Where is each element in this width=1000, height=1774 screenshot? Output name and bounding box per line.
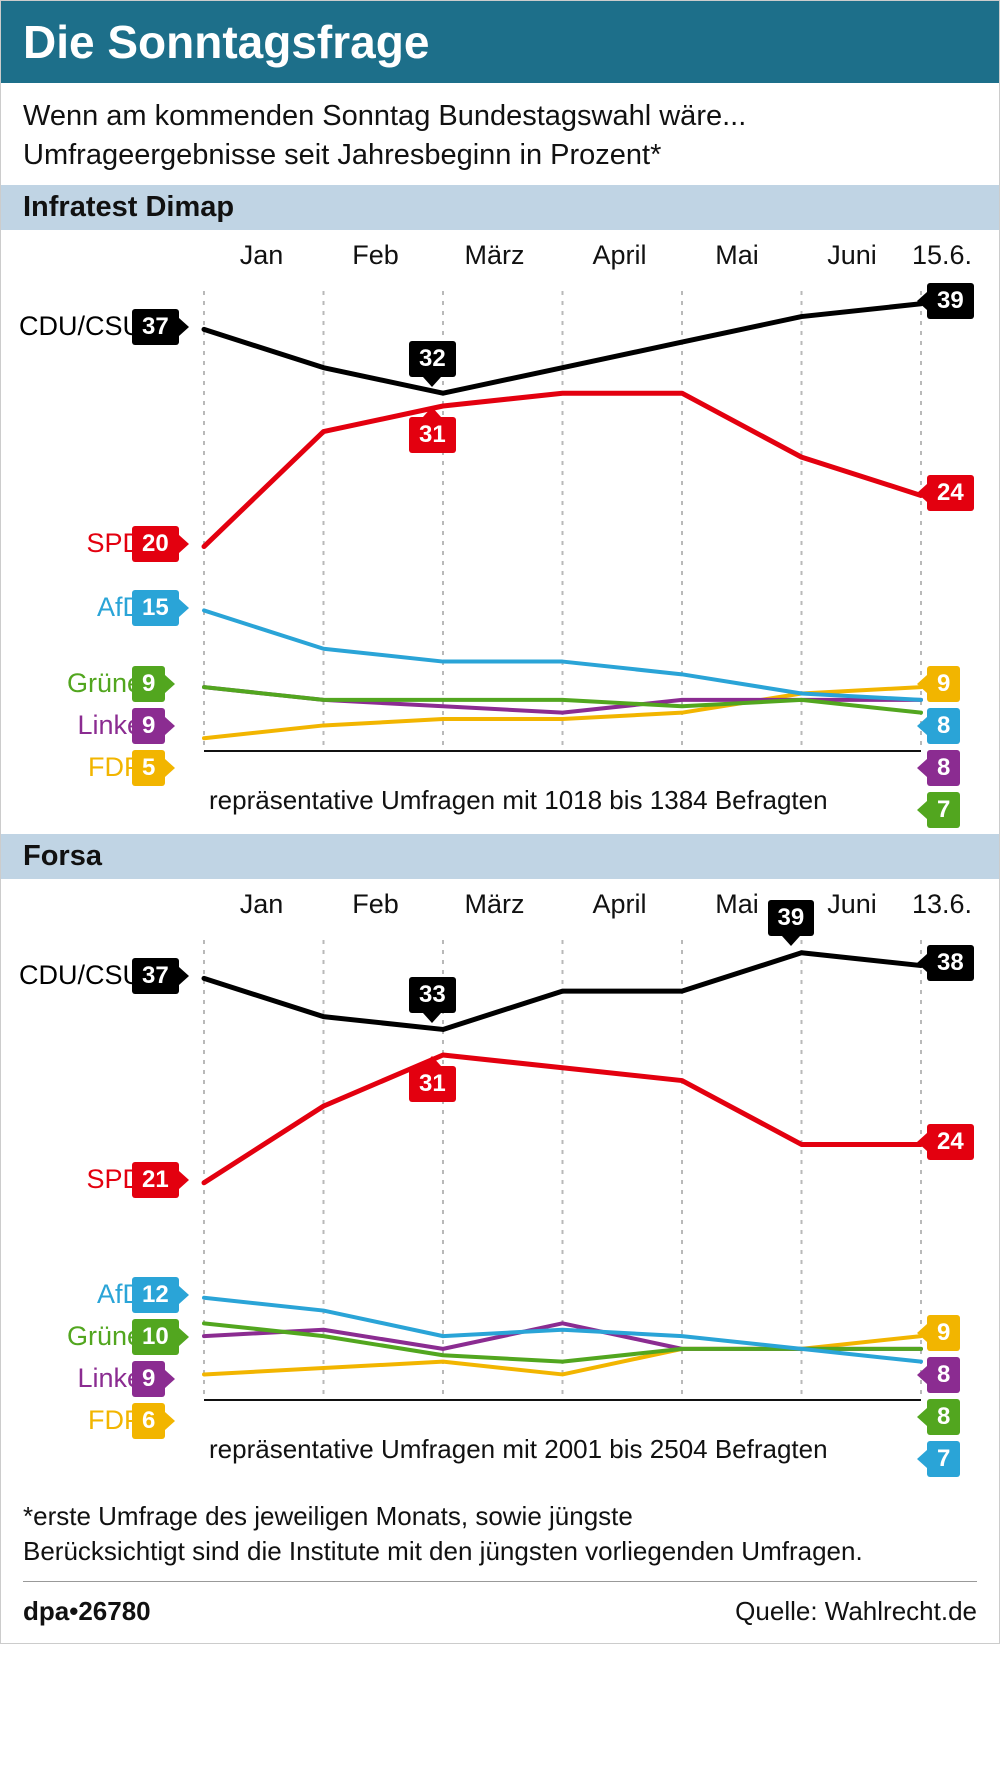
value-tag-right-spd: 24 bbox=[927, 475, 974, 511]
month-label: April bbox=[557, 240, 682, 271]
value-tag-right-gruene: 7 bbox=[927, 792, 960, 828]
main-title: Die Sonntagsfrage bbox=[23, 15, 977, 69]
value-tag-left-linke: 9 bbox=[132, 1361, 165, 1397]
agency-name: dpa bbox=[23, 1596, 69, 1626]
source-credit: Quelle: Wahlrecht.de bbox=[735, 1596, 977, 1627]
value-tag-right-fdp: 9 bbox=[927, 1315, 960, 1351]
value-tag-right-linke: 8 bbox=[927, 750, 960, 786]
agency-dot: • bbox=[69, 1596, 78, 1626]
value-tag-left-afd: 15 bbox=[132, 590, 179, 626]
month-label: 15.6. bbox=[912, 240, 972, 271]
footer-divider bbox=[23, 1581, 977, 1582]
month-label: Mai bbox=[682, 240, 792, 271]
value-tag-left-spd: 20 bbox=[132, 526, 179, 562]
chart-wrap-1: JanFebMärzAprilMaiJuni13.6.CDU/CSUSPDAfD… bbox=[1, 879, 999, 1483]
footnote-1: *erste Umfrage des jeweiligen Monats, so… bbox=[23, 1499, 977, 1534]
footer-row: dpa•26780 Quelle: Wahlrecht.de bbox=[1, 1586, 999, 1643]
value-tag-right-gruene: 8 bbox=[927, 1399, 960, 1435]
subheader-line1: Wenn am kommenden Sonntag Bundestagswahl… bbox=[23, 97, 977, 136]
month-label: 13.6. bbox=[912, 889, 972, 920]
value-tag-left-afd: 12 bbox=[132, 1277, 179, 1313]
series-line-cdu bbox=[204, 304, 921, 393]
month-label: Jan bbox=[204, 889, 319, 920]
value-tag-left-gruene: 9 bbox=[132, 666, 165, 702]
value-tag-right-afd: 8 bbox=[927, 708, 960, 744]
value-tag-right-cdu: 39 bbox=[927, 283, 974, 319]
month-label: März bbox=[432, 240, 557, 271]
party-label-gruene: Grüne bbox=[67, 668, 142, 699]
month-label: April bbox=[557, 889, 682, 920]
section-label-0: Infratest Dimap bbox=[1, 185, 999, 230]
party-label-cdu: CDU/CSU bbox=[19, 960, 142, 991]
party-label-gruene: Grüne bbox=[67, 1321, 142, 1352]
value-tag-mid-cdu: 32 bbox=[409, 341, 456, 377]
chart-caption-0: repräsentative Umfragen mit 1018 bis 138… bbox=[9, 781, 991, 830]
value-tag-left-gruene: 10 bbox=[132, 1319, 179, 1355]
value-tag-mid-spd: 31 bbox=[409, 1066, 456, 1102]
party-label-cdu: CDU/CSU bbox=[19, 311, 142, 342]
value-tag-left-fdp: 6 bbox=[132, 1403, 165, 1439]
header-bar: Die Sonntagsfrage bbox=[1, 1, 999, 83]
value-tag-left-linke: 9 bbox=[132, 708, 165, 744]
footnotes: *erste Umfrage des jeweiligen Monats, so… bbox=[1, 1483, 999, 1586]
value-tag-right-fdp: 9 bbox=[927, 666, 960, 702]
sub-header: Wenn am kommenden Sonntag Bundestagswahl… bbox=[1, 83, 999, 185]
month-axis-0: JanFebMärzAprilMaiJuni15.6. bbox=[9, 240, 991, 271]
value-tag-left-spd: 21 bbox=[132, 1162, 179, 1198]
value-tag-right-afd: 7 bbox=[927, 1441, 960, 1477]
value-tag-left-cdu: 37 bbox=[132, 958, 179, 994]
month-label: März bbox=[432, 889, 557, 920]
month-axis-1: JanFebMärzAprilMaiJuni13.6. bbox=[9, 889, 991, 920]
value-tag-right-cdu: 38 bbox=[927, 945, 974, 981]
section-label-1: Forsa bbox=[1, 834, 999, 879]
agency-number: 26780 bbox=[78, 1596, 150, 1626]
series-line-cdu bbox=[204, 953, 921, 1030]
month-label: Juni bbox=[792, 240, 912, 271]
value-tag-right-spd: 24 bbox=[927, 1124, 974, 1160]
chart-wrap-0: JanFebMärzAprilMaiJuni15.6.CDU/CSUSPDAfD… bbox=[1, 230, 999, 834]
value-tag-mid-cdu: 39 bbox=[768, 900, 815, 936]
value-tag-mid-spd: 31 bbox=[409, 417, 456, 453]
subheader-line2: Umfrageergebnisse seit Jahresbeginn in P… bbox=[23, 136, 977, 175]
value-tag-right-linke: 8 bbox=[927, 1357, 960, 1393]
month-label: Jan bbox=[204, 240, 319, 271]
infographic-container: Die Sonntagsfrage Wenn am kommenden Sonn… bbox=[0, 0, 1000, 1644]
month-label: Feb bbox=[319, 240, 432, 271]
agency-credit: dpa•26780 bbox=[23, 1596, 151, 1627]
footnote-2: Berücksichtigt sind die Institute mit de… bbox=[23, 1534, 977, 1569]
value-tag-left-fdp: 5 bbox=[132, 750, 165, 786]
value-tag-left-cdu: 37 bbox=[132, 309, 179, 345]
value-tag-mid-cdu: 33 bbox=[409, 977, 456, 1013]
month-label: Feb bbox=[319, 889, 432, 920]
